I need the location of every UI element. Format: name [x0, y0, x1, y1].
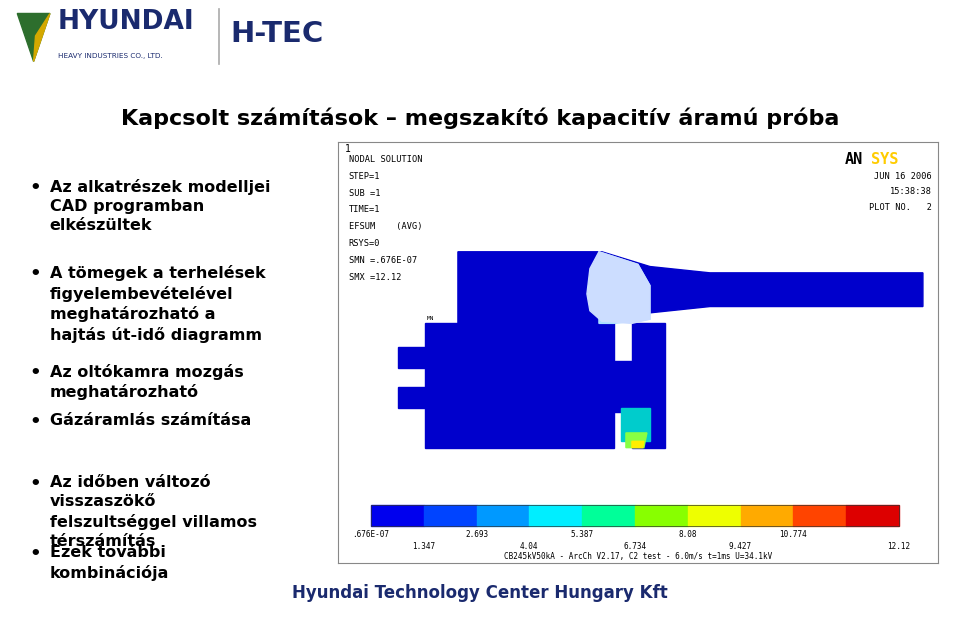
Polygon shape [587, 251, 650, 323]
Polygon shape [34, 14, 50, 61]
Text: Gázáramlás számítása: Gázáramlás számítása [50, 413, 251, 428]
Text: •: • [29, 265, 40, 283]
Text: 8.08: 8.08 [679, 530, 697, 539]
Text: A tömegek a terhelések
figyelembevételével
meghatározható a
hajtás út-idő diagra: A tömegek a terhelések figyelembevételév… [50, 265, 265, 343]
Text: SUB =1: SUB =1 [348, 188, 380, 198]
Text: 1.347: 1.347 [412, 542, 435, 550]
Text: •: • [29, 364, 40, 382]
Text: 1: 1 [345, 144, 351, 154]
Polygon shape [626, 433, 647, 447]
Text: 6.734: 6.734 [623, 542, 646, 550]
Text: 9.427: 9.427 [729, 542, 752, 550]
Polygon shape [621, 407, 650, 441]
Text: .676E-07: .676E-07 [352, 530, 390, 539]
Polygon shape [425, 323, 665, 447]
Bar [423, 504, 476, 525]
Text: SYS: SYS [871, 152, 899, 167]
Text: 5.387: 5.387 [570, 530, 593, 539]
Text: Hyundai Technology Center Hungary Kft: Hyundai Technology Center Hungary Kft [292, 584, 668, 602]
Text: Az időben változó
visszaszökő
felszultséggel villamos
térszámítás: Az időben változó visszaszökő felszultsé… [50, 475, 256, 549]
Text: SMN =.676E-07: SMN =.676E-07 [348, 256, 417, 265]
Text: •: • [29, 545, 40, 563]
Polygon shape [599, 251, 650, 323]
Text: MN: MN [426, 316, 434, 321]
Text: JUN 16 2006: JUN 16 2006 [875, 172, 932, 181]
Polygon shape [458, 251, 923, 323]
Bar [635, 504, 687, 525]
Text: HYUNDAI: HYUNDAI [58, 9, 194, 36]
Bar [371, 504, 423, 525]
Text: RSYS=0: RSYS=0 [348, 239, 380, 248]
Text: Az oltókamra mozgás
meghatározható: Az oltókamra mozgás meghatározható [50, 364, 244, 401]
Text: 15:38:38: 15:38:38 [890, 187, 932, 197]
Bar [476, 504, 529, 525]
Text: STEP=1: STEP=1 [348, 172, 380, 181]
Text: 2.693: 2.693 [465, 530, 488, 539]
Text: Ezek további
kombinációja: Ezek további kombinációja [50, 545, 169, 581]
Text: H-TEC: H-TEC [230, 20, 324, 47]
Polygon shape [17, 14, 50, 61]
Text: NODAL SOLUTION: NODAL SOLUTION [348, 155, 422, 164]
Text: 4.04: 4.04 [520, 542, 539, 550]
Text: Kapcsolt számítások – megszakító kapacitív áramú próba: Kapcsolt számítások – megszakító kapacit… [121, 108, 839, 129]
Polygon shape [397, 387, 425, 407]
Bar [529, 504, 582, 525]
Text: CB245kV50kA - ArcCh V2.17, C2 test - 6.0m/s t=1ms U=34.1kV: CB245kV50kA - ArcCh V2.17, C2 test - 6.0… [504, 552, 772, 562]
Text: PLOT NO.   2: PLOT NO. 2 [869, 203, 932, 212]
Text: EFSUM    (AVG): EFSUM (AVG) [348, 222, 422, 232]
Bar [582, 504, 635, 525]
Bar [793, 504, 846, 525]
Text: SMX =12.12: SMX =12.12 [348, 273, 401, 282]
Text: •: • [29, 475, 40, 493]
Polygon shape [632, 441, 644, 447]
Text: •: • [29, 413, 40, 431]
Text: 12.12: 12.12 [887, 542, 910, 550]
Bar [846, 504, 899, 525]
Bar [687, 504, 740, 525]
Text: AN: AN [845, 152, 863, 167]
Text: HEAVY INDUSTRIES CO., LTD.: HEAVY INDUSTRIES CO., LTD. [58, 53, 162, 59]
Text: 10.774: 10.774 [780, 530, 807, 539]
Polygon shape [397, 346, 425, 368]
Bar [371, 504, 899, 525]
Text: •: • [29, 178, 40, 197]
Text: Az alkatrészek modelljei
CAD programban
elkészültek: Az alkatrészek modelljei CAD programban … [50, 178, 270, 233]
Bar [740, 504, 793, 525]
Text: TIME=1: TIME=1 [348, 205, 380, 215]
